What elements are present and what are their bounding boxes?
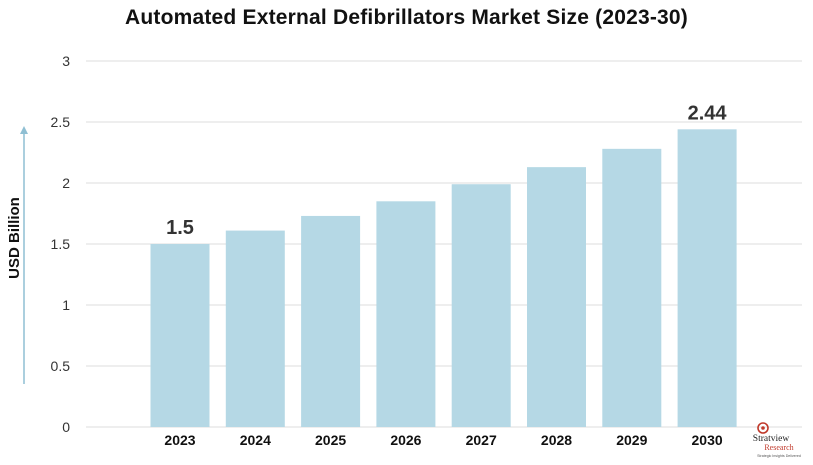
bar-2025 bbox=[301, 215, 361, 427]
y-axis-arrow-head bbox=[20, 126, 28, 134]
y-tick-labels: 0 0.5 1 1.5 2 2.5 3 bbox=[51, 53, 71, 435]
bars bbox=[150, 129, 737, 427]
bar-2024 bbox=[225, 230, 285, 427]
bar-2026 bbox=[376, 201, 436, 427]
stratview-logo-graphic: Stratview Research Strategic Insights De… bbox=[753, 422, 801, 458]
target-icon bbox=[757, 422, 769, 434]
data-label-2023: 1.5 bbox=[166, 217, 194, 239]
x-tick-label: 2030 bbox=[692, 432, 723, 448]
data-labels: 1.5 2.44 bbox=[166, 102, 727, 239]
x-tick-label: 2029 bbox=[616, 432, 647, 448]
bar-2028 bbox=[527, 167, 586, 427]
bar-2023 bbox=[150, 244, 210, 427]
x-tick-labels: 2023 2024 2025 2026 2027 2028 2029 2030 bbox=[164, 432, 722, 448]
x-tick-label: 2024 bbox=[240, 432, 271, 448]
y-tick-label: 3 bbox=[62, 53, 70, 69]
y-tick-label: 1 bbox=[62, 297, 70, 313]
bar-2030 bbox=[677, 129, 737, 427]
x-tick-label: 2026 bbox=[390, 432, 421, 448]
logo-name: Stratview bbox=[753, 434, 790, 444]
y-axis-label: USD Billion bbox=[6, 197, 23, 279]
logo-tagline: Strategic Insights Delivered bbox=[757, 454, 801, 458]
logo-sub: Research bbox=[764, 443, 793, 452]
bar-2027 bbox=[451, 184, 511, 427]
data-label-2030: 2.44 bbox=[688, 102, 728, 124]
y-tick-label: 1.5 bbox=[51, 236, 71, 252]
y-tick-label: 2 bbox=[62, 175, 70, 191]
x-tick-label: 2025 bbox=[315, 432, 346, 448]
chart-title: Automated External Defibrillators Market… bbox=[124, 6, 688, 29]
x-tick-label: 2027 bbox=[466, 432, 497, 448]
y-tick-label: 0 bbox=[62, 419, 70, 435]
target-center-icon bbox=[761, 426, 765, 430]
y-tick-label: 0.5 bbox=[51, 358, 71, 374]
y-tick-label: 2.5 bbox=[51, 114, 71, 130]
x-tick-label: 2023 bbox=[164, 432, 195, 448]
bar-2029 bbox=[602, 148, 662, 427]
x-tick-label: 2028 bbox=[541, 432, 572, 448]
stratview-logo: Stratview Research Strategic Insights De… bbox=[733, 420, 809, 460]
